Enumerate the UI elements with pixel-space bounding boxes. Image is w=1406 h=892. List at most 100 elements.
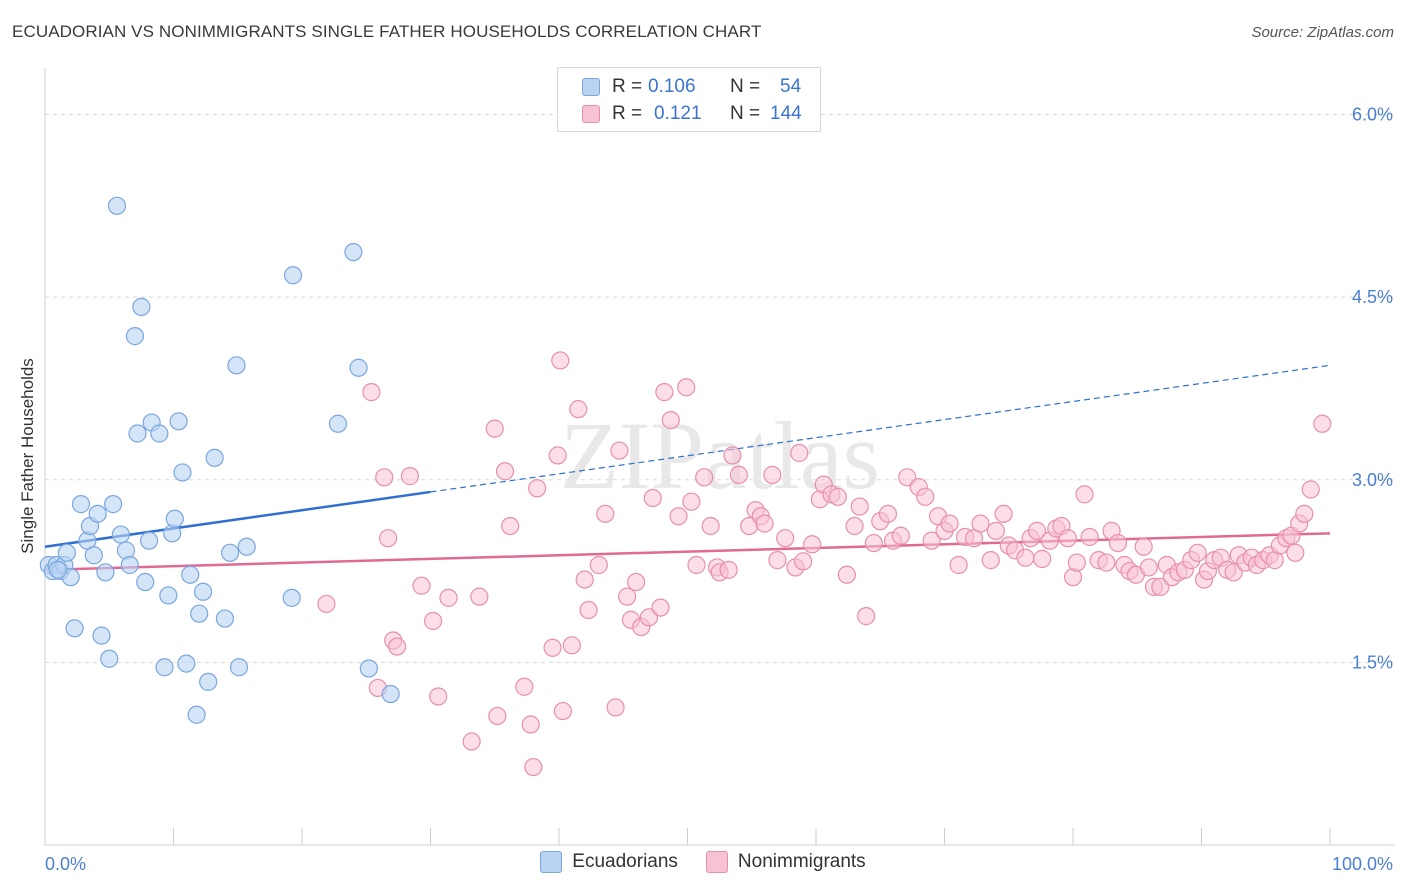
- ecuadorians-point: [344, 242, 363, 262]
- nonimmigrants-point: [803, 535, 822, 554]
- nonimmigrants-point: [1058, 529, 1077, 548]
- nonimmigrants-point: [596, 504, 615, 523]
- nonimmigrants-point: [618, 587, 637, 606]
- nonimmigrants-point: [845, 516, 864, 536]
- nonimmigrants-point: [1067, 553, 1086, 572]
- n-label: N =: [730, 103, 761, 124]
- nonimmigrants-point: [423, 611, 443, 631]
- ecuadorians-point: [181, 565, 200, 584]
- nonimmigrants-point: [387, 637, 407, 656]
- ecuadorians-point: [187, 705, 206, 724]
- ecuadorians-point: [173, 463, 192, 482]
- ecuadorians-trend-line: [44, 490, 431, 548]
- ecuadorians-point: [136, 572, 155, 592]
- ecuadorians-point: [84, 546, 103, 565]
- nonimmigrants-point: [562, 636, 581, 655]
- nonimmigrants-point: [837, 565, 856, 584]
- nonimmigrants-point: [922, 531, 941, 550]
- ecuadorians-point: [282, 588, 301, 607]
- nonimmigrants-point: [439, 588, 458, 607]
- nonimmigrants-point: [485, 419, 504, 438]
- ecuadorians-point: [190, 604, 209, 623]
- ecuadorians-point: [88, 504, 107, 523]
- n-value: 54: [780, 76, 802, 97]
- ecuadorians-point: [65, 619, 84, 638]
- nonimmigrants-point: [1301, 480, 1320, 499]
- nonimmigrants-point: [695, 468, 714, 487]
- axis-layer: [44, 68, 1395, 846]
- r-value: 0.106: [648, 76, 696, 97]
- ecuadorians-point: [193, 582, 213, 601]
- nonimmigrants-point: [850, 497, 869, 516]
- ecuadorians-point: [359, 659, 378, 678]
- nonimmigrants-point: [701, 516, 720, 536]
- legend-item-nonimmigrants: Nonimmigrants: [705, 851, 866, 873]
- nonimmigrants-point: [864, 533, 883, 553]
- nonimmigrants-point: [551, 351, 570, 370]
- nonimmigrants-point: [639, 608, 659, 627]
- nonimmigrants-point: [579, 600, 598, 620]
- ecuadorians-point: [57, 543, 76, 562]
- nonimmigrants-point: [378, 529, 398, 548]
- y-tick-label: 1.5%: [1352, 652, 1393, 672]
- nonimmigrants-point: [1033, 549, 1052, 568]
- ecuadorians-point: [104, 495, 123, 514]
- nonimmigrants-point: [971, 514, 990, 533]
- nonimmigrants-point: [317, 594, 336, 614]
- ecuadorians-point: [132, 297, 151, 316]
- ecuadorians-legend-swatch: [540, 851, 563, 873]
- ecuadorians-point: [229, 658, 249, 677]
- ecuadorians-point: [96, 563, 115, 582]
- chart-title: ECUADORIAN VS NONIMMIGRANTS SINGLE FATHE…: [12, 22, 762, 41]
- nonimmigrants-point: [940, 514, 959, 533]
- ecuadorians-point: [139, 531, 159, 550]
- ecuadorians-point: [92, 626, 111, 645]
- nonimmigrants-point: [1286, 543, 1305, 562]
- nonimmigrants-swatch: [582, 105, 600, 123]
- nonimmigrants-point: [878, 504, 898, 523]
- ecuadorians-point: [381, 684, 400, 704]
- ecuadorians-point: [169, 412, 188, 431]
- nonimmigrants-point: [606, 698, 625, 717]
- nonimmigrants-point: [362, 383, 381, 402]
- ecuadorians-point: [150, 424, 169, 443]
- legend-label-nonimmigrants: Nonimmigrants: [737, 851, 866, 872]
- ecuadorians-point: [100, 649, 119, 668]
- ecuadorians-point: [128, 424, 147, 443]
- nonimmigrants-point: [729, 465, 749, 484]
- nonimmigrants-point: [569, 400, 588, 419]
- n-value: 144: [770, 103, 802, 124]
- nonimmigrants-point: [719, 560, 738, 579]
- nonimmigrants-point: [462, 732, 481, 751]
- nonimmigrants-point: [763, 465, 782, 484]
- nonimmigrants-point: [898, 468, 917, 487]
- points-layer: [39, 196, 1332, 777]
- nonimmigrants-point: [1075, 485, 1094, 504]
- nonimmigrants-point: [768, 551, 787, 570]
- nonimmigrants-point: [994, 504, 1013, 523]
- nonimmigrants-point: [776, 529, 795, 548]
- nonimmigrants-point: [515, 677, 534, 696]
- ecuadorians-point: [155, 658, 174, 677]
- ecuadorians-point: [120, 555, 139, 575]
- ecuadorians-point: [283, 266, 303, 285]
- ecuadorians-point: [125, 327, 145, 346]
- nonimmigrants-point: [828, 487, 847, 506]
- ecuadorians-trend-extension: [430, 364, 1331, 493]
- nonimmigrants-point: [1134, 537, 1153, 556]
- r-label: R =: [612, 103, 643, 124]
- y-tick-label: 3.0%: [1352, 470, 1393, 490]
- ecuadorians-point: [71, 495, 91, 514]
- nonimmigrants-point: [610, 441, 629, 460]
- nonimmigrants-point: [626, 572, 646, 592]
- nonimmigrants-point: [1313, 414, 1332, 433]
- ecuadorians-point: [328, 414, 348, 433]
- nonimmigrants-point: [891, 526, 910, 545]
- nonimmigrants-point: [1097, 553, 1116, 572]
- ecuadorians-point: [48, 560, 67, 579]
- ecuadorians-point: [220, 543, 240, 562]
- nonimmigrants-point: [643, 488, 662, 508]
- nonimmigrants-point: [651, 598, 670, 617]
- nonimmigrants-point: [1016, 548, 1035, 567]
- source-label: Source: ZipAtlas.com: [1251, 24, 1394, 41]
